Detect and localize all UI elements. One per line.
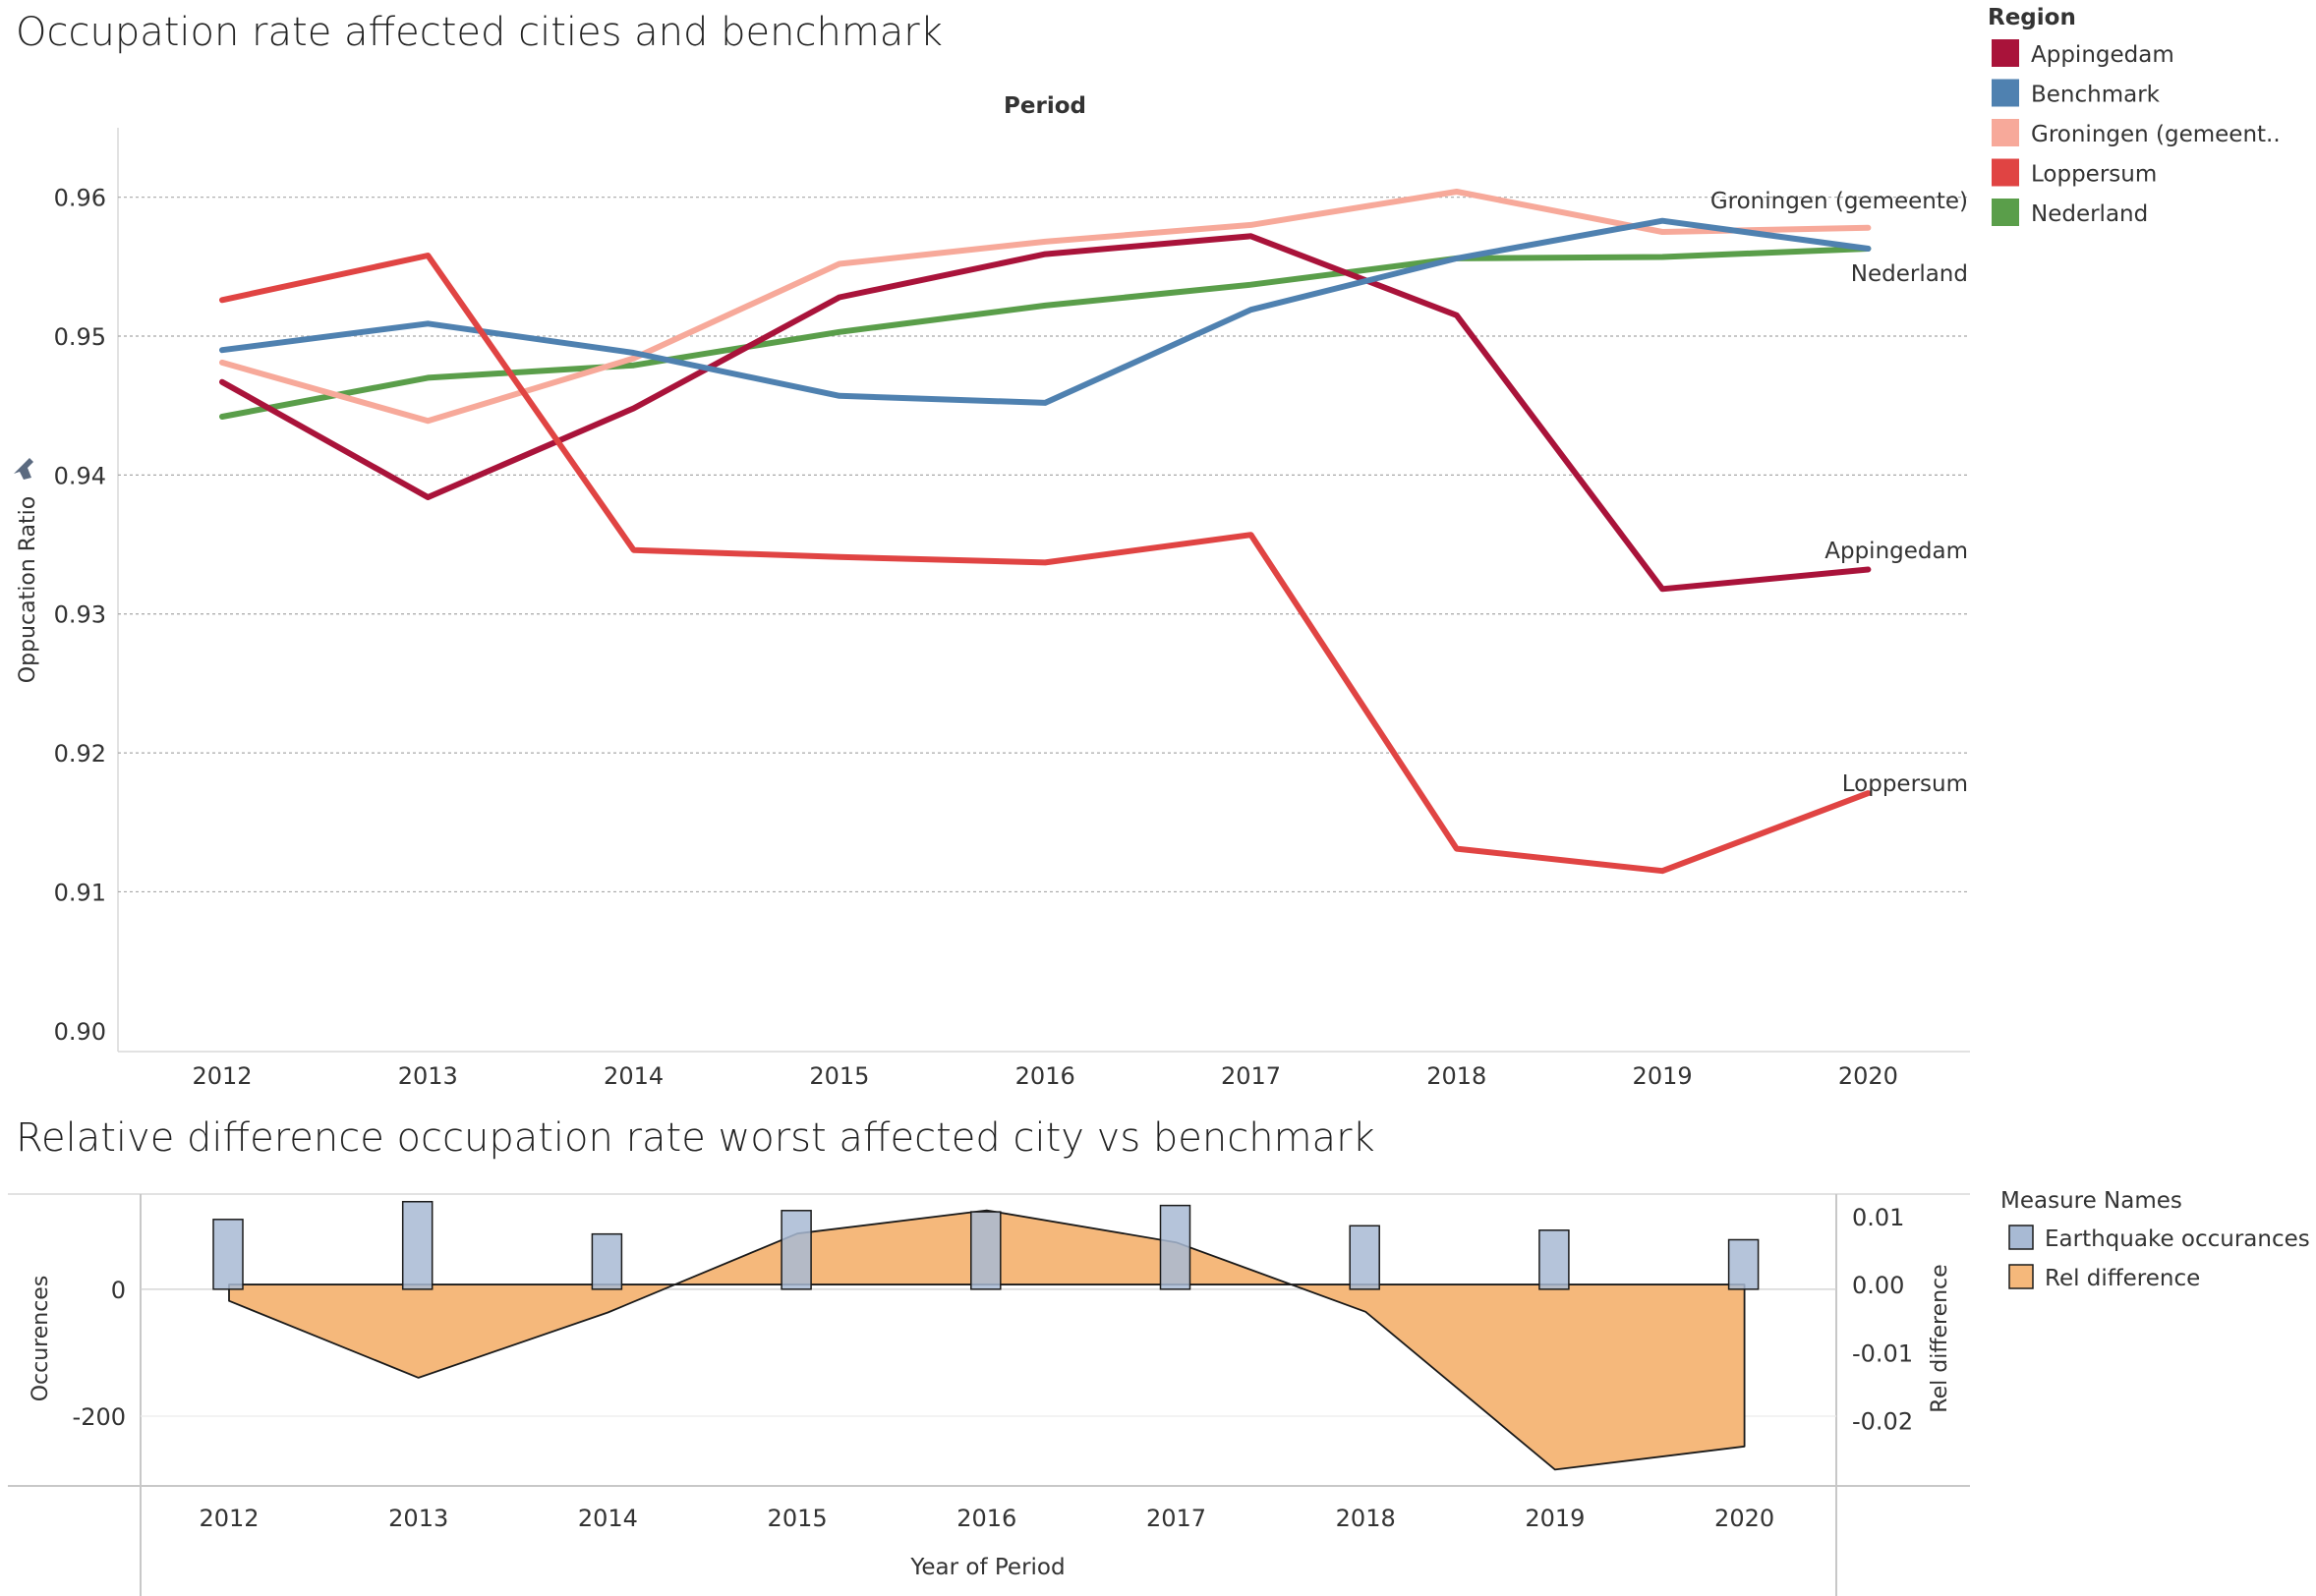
legend-swatch[interactable] [1992, 199, 2019, 226]
earthquake-bar[interactable] [1538, 1229, 1570, 1290]
earthquake-bar[interactable] [591, 1232, 623, 1290]
legend-swatch[interactable] [1992, 79, 2019, 107]
legend-item-label: Groningen (gemeent.. [2031, 122, 2281, 147]
top-x-tick-label: 2015 [809, 1062, 869, 1090]
legend-item-label: Nederland [2031, 201, 2148, 227]
bottom-x-axis-title: Year of Period [909, 1555, 1065, 1580]
bottom-x-tick-label: 2018 [1336, 1505, 1396, 1532]
legend-swatch[interactable] [1992, 158, 2019, 187]
top-y-tick-label: 0.91 [54, 879, 106, 906]
top-x-tick-label: 2019 [1633, 1062, 1693, 1090]
end-label: Appingedam [1824, 539, 1968, 564]
series-line-appingedam [219, 233, 1872, 593]
legend-item-label: Benchmark [2031, 83, 2161, 108]
bottom-left-axis-title: Occurences [29, 1276, 53, 1402]
series-line-nederland [219, 246, 1872, 420]
measure-legend-title: Measure Names [2000, 1188, 2182, 1214]
end-label: Groningen (gemeente) [1710, 189, 1968, 214]
top-x-tick-label: 2018 [1426, 1062, 1486, 1090]
bottom-x-tick-label: 2017 [1146, 1505, 1206, 1532]
bottom-x-tick-label: 2014 [578, 1505, 638, 1532]
legend-swatch[interactable] [1992, 39, 2019, 67]
top-x-tick-label: 2020 [1838, 1062, 1898, 1090]
series-line-benchmark [219, 217, 1872, 406]
bottom-x-tick-label: 2015 [768, 1505, 828, 1532]
legend-swatch[interactable] [2008, 1225, 2034, 1250]
pin-icon [14, 458, 33, 480]
bottom-right-tick-label: 0.00 [1852, 1272, 1904, 1299]
legend-item-label: Loppersum [2031, 162, 2157, 188]
bottom-left-tick-label: 0 [111, 1277, 126, 1304]
top-chart-title: Occupation rate affected cities and benc… [16, 10, 943, 55]
top-x-tick-label: 2016 [1015, 1062, 1075, 1090]
earthquake-bar[interactable] [1727, 1238, 1760, 1290]
bottom-left-tick-label: -200 [73, 1403, 126, 1431]
series-line-groningen-gemeente- [219, 189, 1872, 425]
top-y-tick-label: 0.95 [54, 323, 106, 351]
bottom-x-tick-label: 2016 [956, 1505, 1016, 1532]
earthquake-bar[interactable] [212, 1219, 244, 1290]
bottom-right-tick-label: -0.02 [1852, 1408, 1913, 1436]
bottom-x-tick-label: 2013 [388, 1505, 448, 1532]
earthquake-bar[interactable] [401, 1200, 434, 1290]
series-line-loppersum [219, 253, 1872, 875]
top-y-tick-label: 0.96 [54, 185, 106, 212]
earthquake-bar[interactable] [970, 1211, 1002, 1290]
bottom-chart-title: Relative difference occupation rate wors… [16, 1115, 1375, 1161]
legend-item-label: Rel difference [2045, 1266, 2200, 1291]
top-y-tick-label: 0.90 [54, 1018, 106, 1046]
top-x-tick-label: 2017 [1221, 1062, 1281, 1090]
top-x-tick-label: 2013 [398, 1062, 458, 1090]
earthquake-bar[interactable] [1349, 1225, 1380, 1290]
period-header: Period [1004, 93, 1086, 119]
end-label: Nederland [1851, 261, 1968, 287]
earthquake-bar[interactable] [1159, 1204, 1191, 1290]
top-x-tick-label: 2014 [604, 1062, 664, 1090]
bottom-x-tick-label: 2019 [1525, 1505, 1585, 1532]
top-y-tick-label: 0.93 [54, 601, 106, 629]
bottom-x-tick-label: 2012 [199, 1505, 259, 1532]
end-label: Loppersum [1842, 771, 1968, 797]
bottom-x-tick-label: 2020 [1714, 1505, 1774, 1532]
legend-item-label: Appingedam [2031, 42, 2174, 68]
region-legend-title: Region [1988, 5, 2076, 30]
bottom-right-axis-title: Rel difference [1928, 1264, 1952, 1412]
legend-swatch[interactable] [1992, 119, 2019, 146]
bottom-right-tick-label: 0.01 [1852, 1204, 1904, 1231]
top-x-tick-label: 2012 [192, 1062, 252, 1090]
top-y-tick-label: 0.92 [54, 740, 106, 768]
legend-swatch[interactable] [2008, 1264, 2034, 1289]
top-y-axis-title: Oppucation Ratio [16, 496, 40, 683]
earthquake-bar[interactable] [781, 1210, 812, 1290]
legend-item-label: Earthquake occurances [2045, 1226, 2310, 1252]
top-y-tick-label: 0.94 [54, 462, 106, 489]
bottom-right-tick-label: -0.01 [1852, 1340, 1913, 1367]
